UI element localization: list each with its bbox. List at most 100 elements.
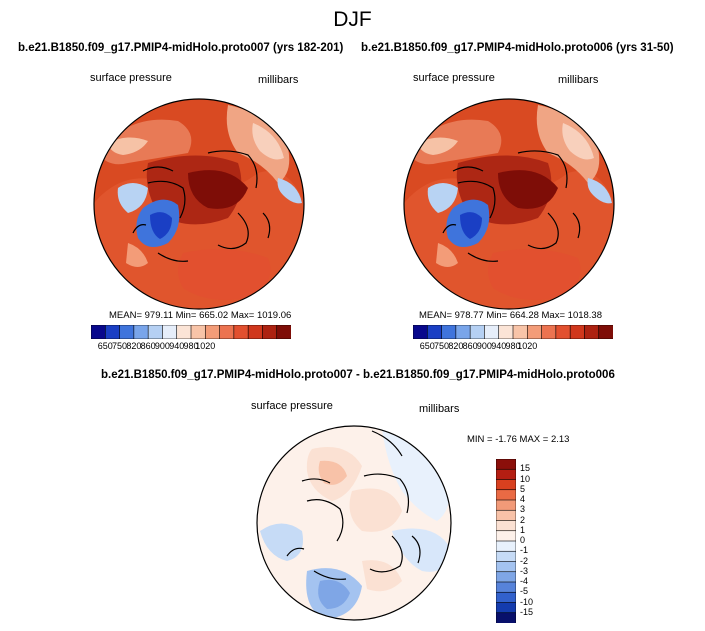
panel3-colorbar-tick-label: 15 bbox=[520, 463, 531, 474]
panel3-colorbar-swatch bbox=[496, 561, 516, 573]
panel3-colorbar-tick-label: -2 bbox=[520, 555, 529, 566]
panel1-arctic-core bbox=[188, 170, 248, 209]
panel2-colorbar-swatch bbox=[598, 325, 613, 339]
panel2-colorbar-tick-label: 1020 bbox=[517, 341, 538, 351]
panel3-colorbar-swatch bbox=[496, 612, 516, 623]
panel2-map-border bbox=[403, 98, 615, 310]
panel1-colorbar-swatch bbox=[219, 325, 235, 339]
panel1-colorbar-swatch bbox=[162, 325, 178, 339]
panel2-greenland-core bbox=[460, 212, 482, 239]
panel2-stats: MEAN= 978.77 Min= 664.28 Max= 1018.38 bbox=[419, 310, 602, 321]
panel1-siberia-core bbox=[252, 123, 284, 160]
panel1-colorbar-swatch bbox=[119, 325, 135, 339]
panel1-units-label: millibars bbox=[258, 74, 299, 86]
panel1-polar-map bbox=[93, 98, 305, 310]
panel1-colorbar-tick-label: 1020 bbox=[195, 341, 216, 351]
panel2-colorbar-swatch bbox=[455, 325, 471, 339]
panel2-colorbar-tick-label: 820 bbox=[448, 341, 464, 351]
panel3-atlantic-core bbox=[318, 579, 350, 609]
panel2-polar-map bbox=[403, 98, 615, 310]
panel2-colorbar-tick-label: 650 bbox=[419, 341, 435, 351]
panel2-colorbar-swatch bbox=[512, 325, 528, 339]
panel3-colorbar-swatch bbox=[496, 499, 516, 511]
panel2-field-label: surface pressure bbox=[413, 72, 495, 84]
panel3-colorbar-swatch bbox=[496, 459, 516, 470]
panel3-colorbar-tick-label: -1 bbox=[520, 545, 529, 556]
panel1-colorbar-swatch bbox=[176, 325, 192, 339]
panel2-colorbar-swatch bbox=[469, 325, 486, 339]
panel2-colorbar-tick-label: 860 bbox=[462, 341, 478, 351]
panel1-colorbar-tick-label: 980 bbox=[183, 341, 199, 351]
panel1-colorbar-swatch bbox=[104, 325, 121, 339]
panel1-colorbar-swatch bbox=[133, 325, 149, 339]
panel1-greenland-core bbox=[150, 212, 172, 239]
panel1-colorbar-tick-label: 940 bbox=[169, 341, 185, 351]
panel1-colorbar-ticks: 650 750 820 860 900 940 980 1020 bbox=[91, 341, 291, 353]
panel1-colorbar-swatch bbox=[276, 325, 291, 339]
panel1-colorbar-swatch bbox=[91, 325, 106, 339]
panel2-colorbar-swatch bbox=[498, 325, 514, 339]
panel1-pacific-patch bbox=[108, 137, 148, 155]
panel3-colorbar-swatch bbox=[496, 550, 516, 563]
panel3-colorbar-swatch bbox=[496, 468, 516, 481]
panel3-colorbar-swatch bbox=[496, 520, 516, 532]
panel1-rockies-patch bbox=[117, 183, 148, 213]
panel3-colorbar-swatch bbox=[496, 581, 516, 593]
panel3-colorbar-ticks: 15 10 5 4 3 2 1 0 -1 -2 -3 -4 -5 -10 -15 bbox=[520, 459, 552, 623]
panel1-colorbar-swatch bbox=[262, 325, 278, 339]
panel2-atlantic-field bbox=[488, 249, 581, 301]
panel3-field-label: surface pressure bbox=[251, 400, 333, 412]
panel2-colorbar-tick-label: 900 bbox=[476, 341, 492, 351]
panel3-colorbar-tick-label: 10 bbox=[520, 473, 531, 484]
panel3-units-label: millibars bbox=[419, 403, 460, 415]
panel2-colorbar-swatch bbox=[526, 325, 543, 339]
panel3-colorbar-swatch bbox=[496, 509, 516, 522]
panel3-colorbar-tick-label: 4 bbox=[520, 494, 526, 504]
panel3-europe-positive bbox=[362, 560, 402, 592]
panel1-hudson-patch bbox=[126, 243, 148, 267]
panel2-arctic-core bbox=[498, 170, 558, 209]
panel2-case-title: b.e21.B1850.f09_g17.PMIP4-midHolo.proto0… bbox=[361, 42, 674, 54]
panel3-eurasia-negative bbox=[392, 528, 451, 572]
panel1-colorbar bbox=[91, 325, 291, 339]
panel3-colorbar-tick-label: -4 bbox=[520, 576, 529, 586]
panel3-colorbar-swatch bbox=[496, 602, 516, 614]
panel1-colorbar-tick-label: 750 bbox=[112, 341, 128, 351]
panel2-colorbar-swatch bbox=[569, 325, 586, 339]
panel2-colorbar-swatch bbox=[413, 325, 428, 339]
panel1-colorbar-swatch bbox=[233, 325, 249, 339]
panel3-arctic-positive bbox=[349, 488, 402, 532]
panel1-tibet-patch bbox=[277, 178, 302, 204]
panel2-pacific-patch bbox=[418, 137, 458, 155]
panel3-colorbar-swatch bbox=[496, 591, 516, 604]
panel3-stats: MIN = -1.76 MAX = 2.13 bbox=[467, 434, 570, 445]
panel2-colorbar-tick-label: 750 bbox=[434, 341, 450, 351]
panel3-colorbar-tick-label: 5 bbox=[520, 483, 526, 494]
panel1-colorbar-tick-label: 650 bbox=[97, 341, 113, 351]
panel1-atlantic-field bbox=[178, 249, 271, 301]
panel2-hudson-patch bbox=[436, 243, 458, 267]
panel3-colorbar-tick-label: -5 bbox=[520, 586, 529, 597]
panel1-colorbar-tick-label: 860 bbox=[140, 341, 156, 351]
panel2-tibet-patch bbox=[587, 178, 612, 204]
panel2-colorbar-swatch bbox=[484, 325, 500, 339]
panel2-colorbar-swatch bbox=[541, 325, 557, 339]
panel1-stats: MEAN= 979.11 Min= 665.02 Max= 1019.06 bbox=[109, 310, 292, 321]
panel2-colorbar-tick-label: 980 bbox=[505, 341, 521, 351]
panel2-colorbar-swatch bbox=[584, 325, 600, 339]
panel3-colorbar-tick-label: -3 bbox=[520, 565, 529, 576]
panel2-colorbar-ticks: 650 750 820 860 900 940 980 1020 bbox=[413, 341, 613, 353]
panel2-colorbar-swatch bbox=[555, 325, 571, 339]
panel3-map-border bbox=[256, 425, 452, 621]
panel2-rockies-patch bbox=[427, 183, 458, 213]
panel2-colorbar-swatch bbox=[441, 325, 457, 339]
panel1-colorbar-tick-label: 900 bbox=[154, 341, 170, 351]
panel3-colorbar-tick-label: -10 bbox=[520, 596, 534, 607]
panel2-units-label: millibars bbox=[558, 74, 599, 86]
panel3-canada-negative bbox=[260, 523, 303, 561]
panel3-colorbar-tick-label: 2 bbox=[520, 514, 526, 525]
panel3-colorbar-tick-label: 1 bbox=[520, 524, 526, 535]
panel3-colorbar-swatch bbox=[496, 489, 516, 501]
panel3-colorbar-swatch bbox=[496, 540, 516, 552]
panel2-colorbar bbox=[413, 325, 613, 339]
